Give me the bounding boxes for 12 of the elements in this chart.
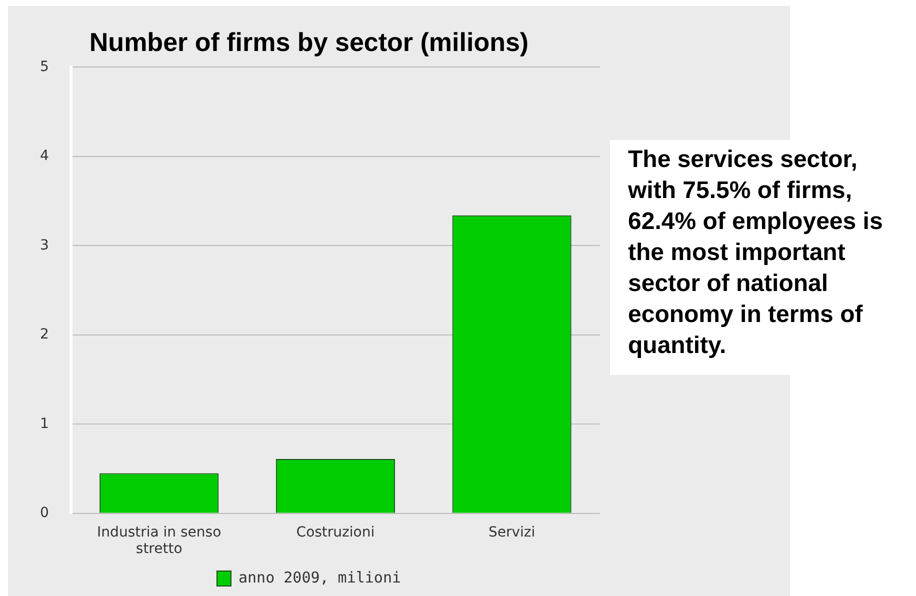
y-tick-label: 2 bbox=[40, 326, 49, 343]
x-tick-label: Costruzioni bbox=[296, 524, 375, 540]
y-tick-label: 0 bbox=[40, 505, 49, 522]
y-tick-label: 4 bbox=[40, 148, 49, 164]
y-tick-label: 3 bbox=[40, 237, 49, 254]
y-tick-label: 5 bbox=[40, 58, 49, 75]
y-tick-label: 1 bbox=[40, 416, 49, 432]
x-tick-label: Servizi bbox=[488, 524, 536, 540]
chart-title: Number of firms by sector (milions) bbox=[89, 26, 529, 57]
text: The services sector, with 75.5% of firms, 62.4% of employees is the most important sector of national economy in terms of quantity. bbox=[610, 140, 910, 375]
x-tick-label: Industria in senso stretto bbox=[97, 524, 222, 558]
legend-label: anno 2009, milioni bbox=[238, 568, 402, 586]
